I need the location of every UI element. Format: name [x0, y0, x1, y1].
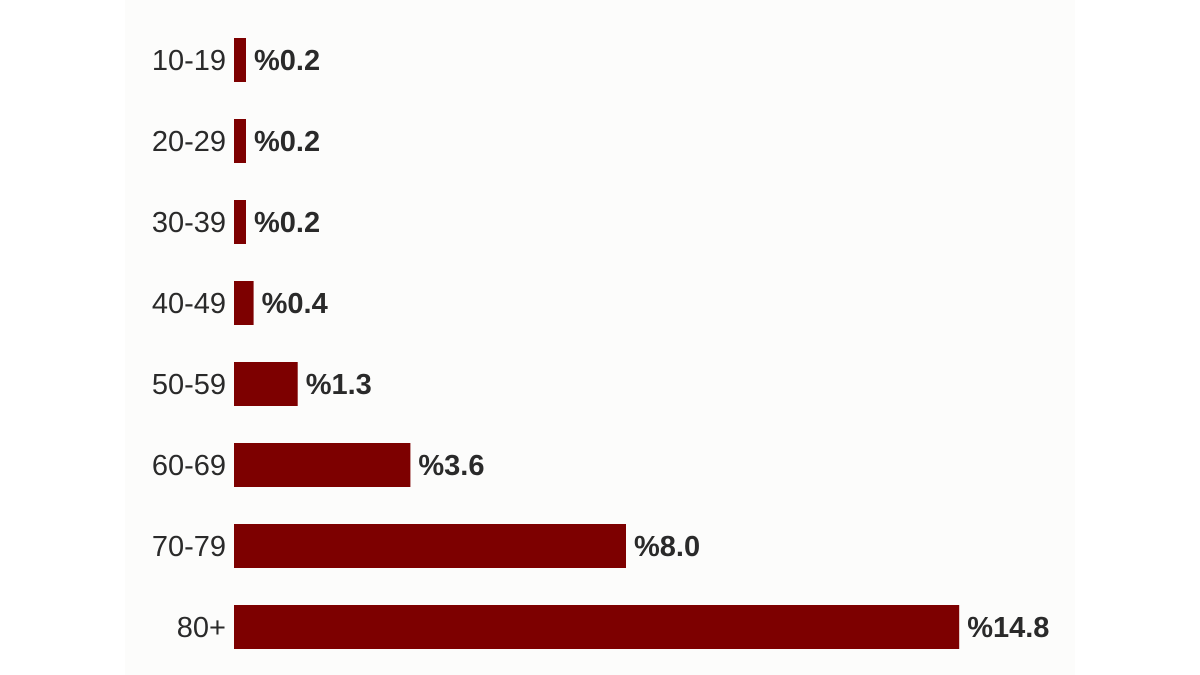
value-label: %8.0: [634, 531, 700, 563]
bar-70-79: [234, 524, 626, 568]
category-labels: 10-19 20-29 30-39 40-49 50-59 60-69 70-79 80+: [152, 45, 226, 644]
value-label: %0.2: [254, 126, 320, 158]
bar-30-39: [234, 200, 246, 244]
category-label: 70-79: [152, 531, 226, 563]
value-label: %0.2: [254, 45, 320, 77]
bar-20-29: [234, 119, 246, 163]
category-label: 20-29: [152, 126, 226, 158]
category-label: 40-49: [152, 288, 226, 320]
value-label: %14.8: [967, 612, 1049, 644]
category-label: 60-69: [152, 450, 226, 482]
bar-80+: [234, 605, 960, 649]
bar-40-49: [234, 281, 254, 325]
category-label: 10-19: [152, 45, 226, 77]
value-label: %3.6: [418, 450, 484, 482]
category-label: 80+: [177, 612, 226, 644]
value-label: %1.3: [306, 369, 372, 401]
value-label: %0.4: [262, 288, 328, 320]
category-label: 30-39: [152, 207, 226, 239]
category-label: 50-59: [152, 369, 226, 401]
bars-group: [234, 38, 960, 649]
bar-60-69: [234, 443, 411, 487]
bar-10-19: [234, 38, 246, 82]
value-labels: %0.2 %0.2 %0.2 %0.4 %1.3 %3.6 %8.0 %14.8: [254, 45, 1049, 644]
value-label: %0.2: [254, 207, 320, 239]
bar-50-59: [234, 362, 298, 406]
